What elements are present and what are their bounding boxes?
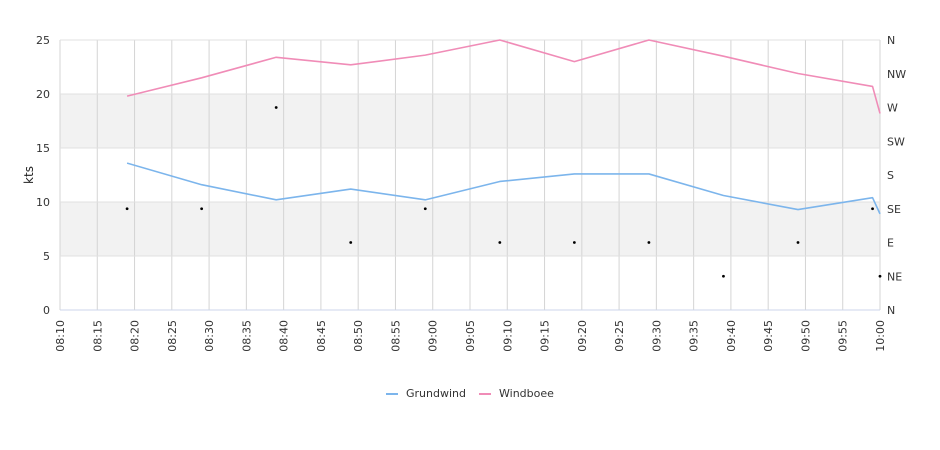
x-tick-label: 08:55: [389, 320, 402, 352]
direction-point: [274, 106, 278, 109]
x-tick-label: 09:55: [837, 320, 850, 352]
x-tick-label: 09:35: [688, 320, 701, 352]
x-tick-label: 09:15: [539, 320, 552, 352]
y-tick-label: 10: [36, 196, 50, 209]
right-tick-label: N: [887, 34, 895, 47]
right-tick-label: N: [887, 304, 895, 317]
legend: Grundwind Windboee: [386, 387, 554, 400]
x-tick-label: 09:00: [427, 320, 440, 352]
x-tick-label: 09:20: [576, 320, 589, 352]
y-tick-label: 0: [43, 304, 50, 317]
x-tick-label: 09:40: [725, 320, 738, 352]
legend-label: Grundwind: [406, 387, 466, 400]
y-axis-ticks: 0 5 10 15 20 25: [36, 34, 50, 317]
right-tick-label: NW: [887, 68, 906, 81]
x-tick-label: 10:00: [874, 320, 887, 352]
y-tick-label: 20: [36, 88, 50, 101]
right-tick-label: E: [887, 237, 894, 250]
y-axis-title: kts: [22, 166, 36, 184]
x-tick-label: 08:35: [240, 320, 253, 352]
direction-point: [647, 241, 651, 244]
x-tick-label: 09:45: [762, 320, 775, 352]
y-tick-label: 25: [36, 34, 50, 47]
x-tick-label: 08:50: [352, 320, 365, 352]
x-tick-label: 09:25: [613, 320, 626, 352]
x-tick-label: 08:45: [315, 320, 328, 352]
x-tick-label: 09:05: [464, 320, 477, 352]
direction-point: [722, 274, 725, 278]
direction-point: [871, 207, 874, 211]
y-tick-label: 5: [43, 250, 50, 263]
direction-point: [200, 207, 204, 211]
x-tick-label: 08:25: [166, 320, 179, 352]
x-tick-label: 08:30: [203, 320, 216, 352]
direction-point: [498, 241, 502, 244]
x-tick-label: 09:10: [501, 320, 514, 352]
right-tick-label: W: [887, 102, 898, 115]
right-tick-label: SW: [887, 135, 905, 148]
right-axis-ticks: N NE E SE S SW W NW N: [887, 34, 906, 317]
x-tick-label: 08:10: [54, 320, 67, 352]
x-tick-label: 09:50: [799, 320, 812, 352]
x-tick-label: 08:15: [91, 320, 104, 352]
series-line-grundwind: [126, 162, 881, 215]
x-axis-ticks: 08:10 08:15 08:20 08:25 08:30 08:35 08:40 08:45…: [54, 320, 887, 352]
direction-point: [125, 207, 129, 211]
x-tick-label: 09:30: [650, 320, 663, 352]
direction-point: [878, 274, 882, 278]
y-tick-label: 15: [36, 142, 50, 155]
right-tick-label: NE: [887, 270, 902, 283]
direction-point: [796, 241, 800, 244]
direction-point: [349, 241, 353, 244]
direction-point: [423, 207, 427, 211]
x-tick-label: 08:40: [278, 320, 291, 352]
grid-lines: [59, 39, 881, 311]
legend-label: Windboee: [499, 387, 554, 400]
x-tick-label: 08:20: [129, 320, 142, 352]
series-line-windboee: [126, 39, 881, 114]
direction-point: [572, 241, 576, 244]
right-tick-label: S: [887, 169, 894, 182]
right-tick-label: SE: [887, 203, 901, 216]
series-layer: [125, 39, 882, 278]
